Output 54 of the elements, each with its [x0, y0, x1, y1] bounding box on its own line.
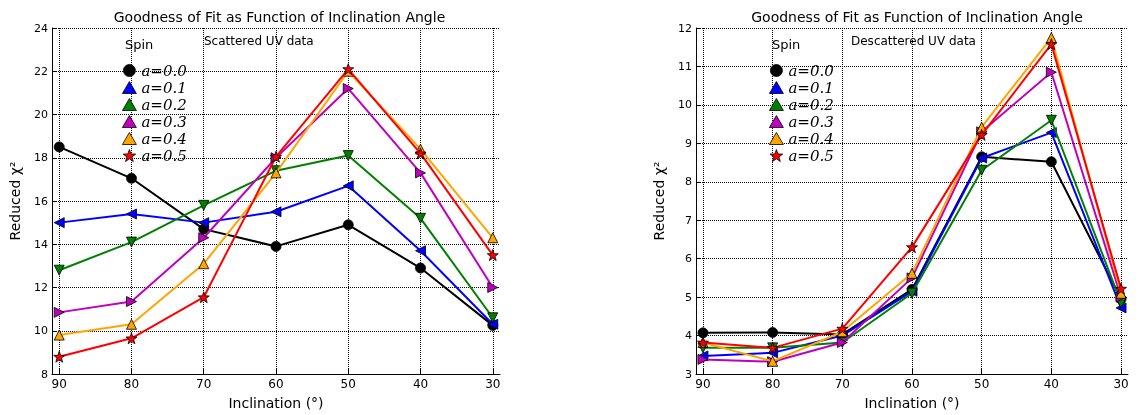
- legend-label: a=0.3: [788, 112, 834, 131]
- chart-title: Goodness of Fit as Function of Inclination Angle: [113, 9, 446, 25]
- legend-label: a=0.1: [788, 78, 834, 97]
- y-tick-label: 7: [685, 213, 692, 227]
- y-tick-label: 9: [685, 136, 692, 150]
- x-tick-label: 60: [268, 377, 284, 391]
- x-tick-label: 90: [695, 377, 711, 391]
- x-tick-label: 60: [904, 377, 920, 391]
- legend-title: Spin: [772, 37, 801, 52]
- y-tick-label: 8: [41, 367, 48, 381]
- y-tick-label: 4: [685, 329, 692, 343]
- legend-label: a=0.5: [788, 146, 834, 165]
- y-tick-label: 20: [34, 108, 48, 121]
- y-tick-label: 14: [34, 237, 48, 251]
- y-tick-label: 10: [678, 98, 692, 112]
- y-tick-label: 11: [678, 59, 692, 73]
- y-tick-label: 6: [685, 252, 692, 266]
- x-tick-label: 90: [51, 377, 67, 391]
- annotation: Descattered UV data: [851, 34, 976, 48]
- legend-label: a=0.2: [788, 95, 834, 114]
- legend-label: a=0.0: [788, 61, 835, 80]
- legend-label: a=0.3: [141, 112, 187, 131]
- x-axis-title: Inclination (°): [228, 395, 324, 411]
- x-tick-label: 50: [974, 377, 990, 391]
- y-tick-label: 8: [685, 175, 692, 189]
- chart-title: Goodness of Fit as Function of Inclination Angle: [751, 9, 1083, 25]
- legend-label: a=0.1: [141, 78, 187, 97]
- y-tick-label: 5: [685, 290, 692, 304]
- y-axis-title: Reduced χ²: [7, 161, 23, 241]
- legend-label: a=0.2: [141, 95, 187, 114]
- x-tick-label: 70: [834, 377, 850, 391]
- y-tick-label: 24: [34, 21, 48, 35]
- legend-title: Spin: [125, 37, 154, 52]
- y-tick-label: 18: [34, 151, 48, 165]
- x-tick-label: 50: [340, 377, 356, 391]
- y-tick-label: 12: [678, 21, 692, 35]
- x-tick-label: 30: [485, 377, 501, 391]
- legend-label: a=0.0: [141, 61, 188, 80]
- legend-label: a=0.5: [141, 146, 187, 165]
- annotation: Scattered UV data: [204, 34, 314, 48]
- y-tick-label: 3: [685, 367, 692, 381]
- x-tick-label: 40: [1043, 377, 1059, 391]
- y-tick-label: 22: [34, 64, 48, 78]
- x-tick-label: 70: [196, 377, 212, 391]
- y-tick-label: 12: [34, 281, 48, 294]
- y-tick-label: 16: [34, 194, 48, 208]
- y-tick-label: 10: [34, 324, 48, 338]
- x-tick-label: 80: [123, 377, 140, 391]
- x-tick-label: 40: [412, 377, 429, 391]
- x-tick-label: 30: [1113, 377, 1129, 391]
- y-axis-title: Reduced χ²: [651, 161, 667, 241]
- legend-label: a=0.4: [141, 129, 187, 148]
- x-axis-title: Inclination (°): [864, 395, 960, 411]
- x-tick-label: 80: [765, 377, 781, 391]
